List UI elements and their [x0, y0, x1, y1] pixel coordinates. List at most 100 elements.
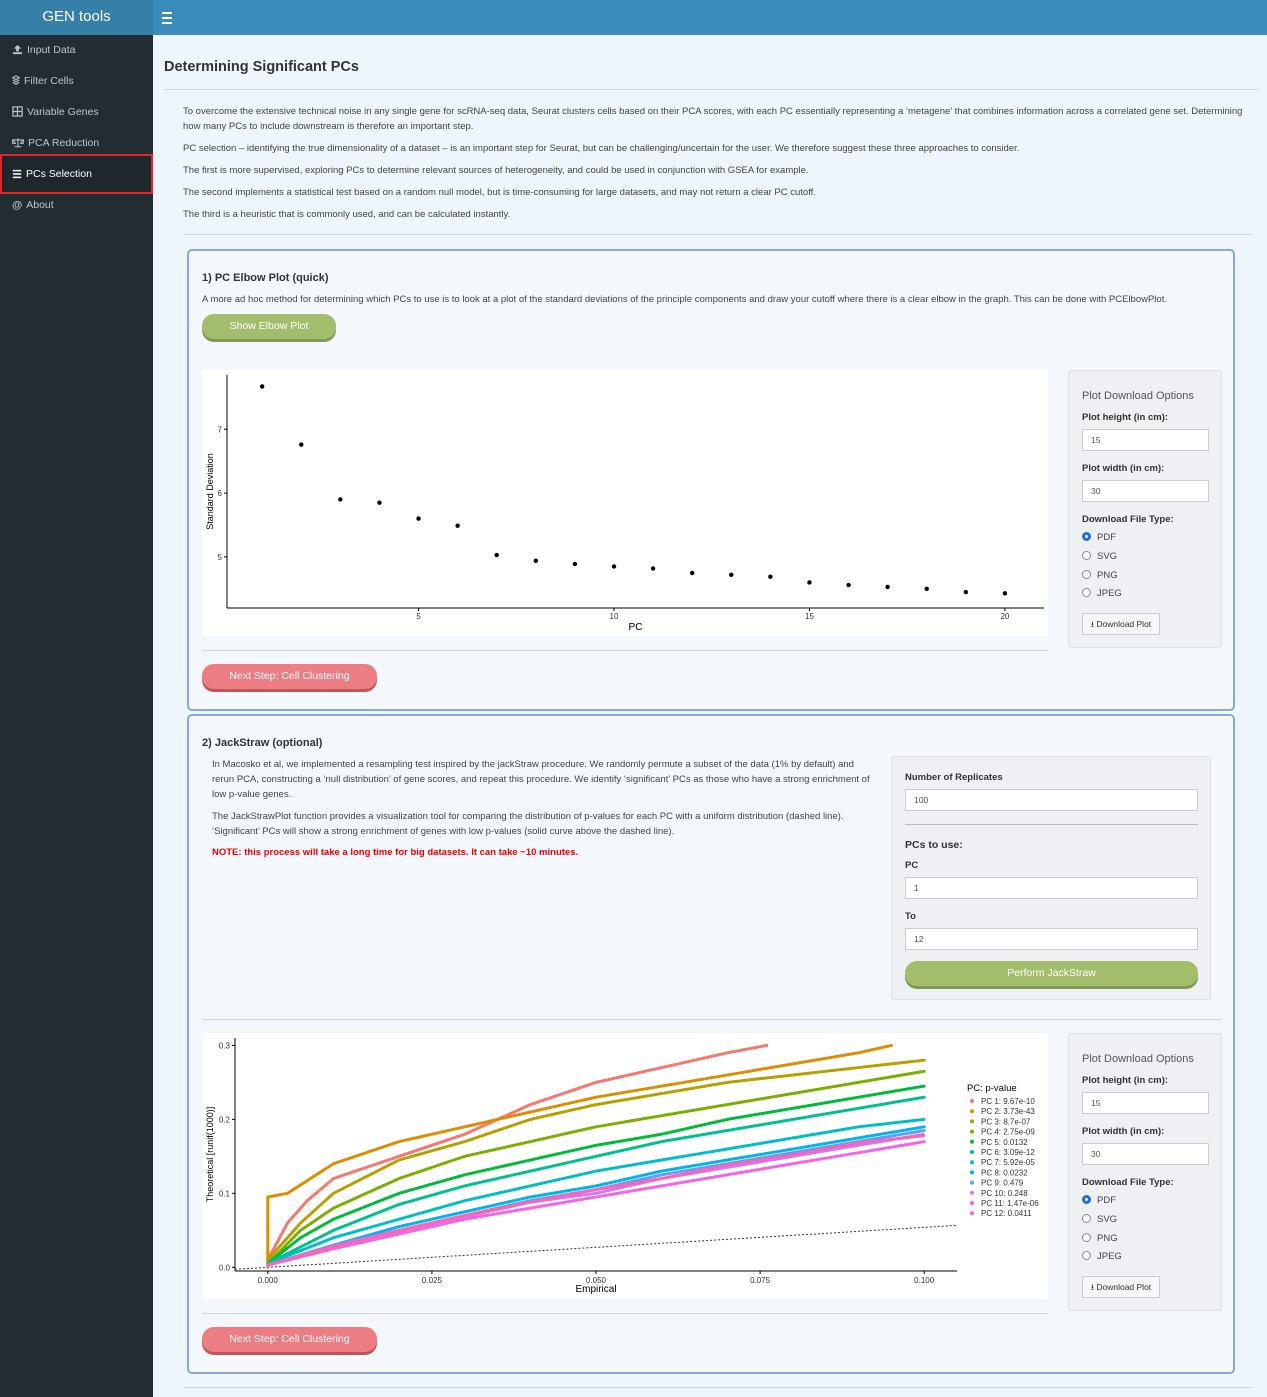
data-point — [650, 566, 656, 571]
sidebar-item-pca-reduction[interactable]: PCA Reduction — [0, 128, 153, 159]
legend-swatch — [970, 1139, 974, 1144]
file-type-jpeg-radio[interactable]: JPEG — [1082, 588, 1122, 599]
sidebar-item-label: About — [26, 199, 54, 211]
legend-swatch — [970, 1170, 974, 1175]
file-type-svg-radio[interactable]: SVG — [1082, 1214, 1117, 1225]
series-line — [266, 1058, 926, 1262]
divider — [183, 234, 1253, 235]
legend-entry: PC 9: 0.479 — [981, 1179, 1024, 1188]
file-type-png-radio[interactable]: PNG — [1082, 570, 1118, 581]
legend-entry: PC 12: 0.0411 — [981, 1209, 1032, 1218]
series-line — [266, 1140, 926, 1267]
balance-icon — [11, 138, 25, 148]
file-type-pdf-radio[interactable]: PDF — [1082, 532, 1116, 543]
sidebar-item-label: Input Data — [27, 44, 76, 56]
legend-swatch — [970, 1129, 974, 1134]
jackstraw-box: 2) JackStraw (optional) In Macosko et al… — [187, 714, 1235, 1374]
jackstraw-description: In Macosko et al, we implemented a resam… — [212, 759, 870, 800]
data-point — [611, 564, 617, 569]
legend-entry: PC 8: 0.0232 — [981, 1168, 1028, 1177]
data-point — [494, 552, 499, 558]
x-axis-label: Empirical — [575, 1284, 616, 1295]
pc-end-input[interactable]: 12 — [905, 928, 1198, 950]
jackstraw-chart: 0.000 0.025 0.050 0.075 0.100 0.0 0.1 0.2 0.3 Emp… — [205, 1038, 1039, 1295]
legend-swatch — [970, 1180, 974, 1185]
pcs-to-use-label: PCs to use: — [905, 839, 963, 851]
file-type-jpeg-radio[interactable]: JPEG — [1082, 1251, 1122, 1262]
replicates-input[interactable]: 100 — [905, 789, 1198, 811]
y-axis-label: Standard Deviation — [205, 453, 215, 530]
download-options-title: Plot Download Options — [1082, 1053, 1194, 1065]
perform-jackstraw-button[interactable]: Perform JackStraw — [905, 961, 1198, 986]
data-point — [807, 580, 812, 585]
y-tick-label: 0.0 — [219, 1263, 231, 1272]
jackstraw-plot-description: The JackStrawPlot function provides a vi… — [212, 811, 844, 837]
file-type-png-radio[interactable]: PNG — [1082, 1233, 1118, 1244]
jackstraw-title: 2) JackStraw (optional) — [202, 737, 323, 749]
download-plot-button[interactable]: ⭳ Download Plot — [1082, 1276, 1161, 1298]
series-line — [266, 1125, 926, 1267]
series-line — [266, 1117, 926, 1266]
plot-width-label: Plot width (in cm): — [1082, 1126, 1165, 1137]
sidebar-item-filter-cells[interactable]: Filter Cells — [0, 66, 153, 97]
x-tick-label: 15 — [805, 612, 814, 621]
data-point — [533, 558, 539, 563]
file-type-svg-radio[interactable]: SVG — [1082, 551, 1117, 562]
intro-paragraph: The first is more supervised, exploring … — [183, 165, 809, 176]
next-step-cell-clustering-button[interactable]: Next Step: Cell Clustering — [202, 1327, 377, 1352]
sidebar-item-input-data[interactable]: Input Data — [0, 35, 153, 66]
data-point — [729, 572, 734, 578]
list-icon — [12, 169, 22, 179]
plot-height-input[interactable]: 15 — [1082, 429, 1209, 451]
page-title: Determining Significant PCs — [164, 59, 359, 75]
jackstraw-options-panel: Number of Replicates 100 PCs to use: PC … — [891, 756, 1211, 1000]
download-plot-button[interactable]: ⭳ Download Plot — [1082, 613, 1161, 635]
layers-icon — [11, 75, 21, 85]
legend-entry: PC 2: 3.73e-43 — [981, 1107, 1035, 1116]
brand-logo[interactable]: GEN tools — [0, 0, 153, 35]
sidebar-item-variable-genes[interactable]: Variable Genes — [0, 97, 153, 128]
uniform-reference-line — [234, 1224, 958, 1270]
replicates-label: Number of Replicates — [905, 772, 1003, 783]
elbow-chart: 5 10 15 20 5 6 7 PC Standard Deviation — [205, 375, 1044, 633]
pc-start-input[interactable]: 1 — [905, 877, 1198, 899]
data-point — [377, 500, 382, 505]
show-elbow-plot-button[interactable]: Show Elbow Plot — [202, 314, 336, 339]
sidebar-toggle-icon[interactable] — [162, 9, 176, 25]
x-tick-label: 20 — [1000, 612, 1009, 621]
data-point — [1002, 591, 1008, 596]
data-point — [572, 561, 578, 567]
legend-entry: PC 4: 2.75e-09 — [981, 1128, 1035, 1137]
divider — [164, 89, 1259, 90]
series-line — [266, 1043, 769, 1262]
data-point — [924, 586, 929, 592]
legend-entry: PC 10: 0.248 — [981, 1189, 1028, 1198]
series-line — [266, 1084, 926, 1266]
next-step-cell-clustering-button[interactable]: Next Step: Cell Clustering — [202, 664, 377, 689]
sidebar-item-label: PCs Selection — [26, 168, 92, 180]
series-line — [266, 1043, 893, 1269]
sidebar-item-about[interactable]: @ About — [0, 190, 153, 221]
legend-swatch — [970, 1109, 974, 1114]
data-point — [689, 570, 695, 576]
data-point — [416, 516, 421, 521]
x-tick-label: 0.050 — [586, 1276, 607, 1285]
y-tick-label: 7 — [218, 425, 223, 434]
intro-paragraph: The second implements a statistical test… — [183, 187, 816, 198]
sidebar-item-label: PCA Reduction — [28, 137, 100, 149]
plot-width-input[interactable]: 30 — [1082, 1143, 1209, 1165]
series-line — [266, 1095, 926, 1266]
plot-height-label: Plot height (in cm): — [1082, 412, 1169, 423]
file-type-label: Download File Type: — [1082, 1177, 1174, 1188]
y-tick-label: 0.3 — [219, 1041, 231, 1050]
sidebar-item-pcs-selection[interactable]: PCs Selection — [0, 154, 153, 194]
legend-swatch — [970, 1150, 974, 1154]
divider — [183, 1387, 1253, 1388]
intro-paragraph: The third is a heuristic that is commonl… — [183, 209, 511, 220]
plot-height-input[interactable]: 15 — [1082, 1092, 1209, 1114]
x-tick-label: 5 — [416, 612, 421, 621]
file-type-pdf-radio[interactable]: PDF — [1082, 1195, 1116, 1206]
divider — [202, 1019, 1222, 1020]
x-tick-label: 0.100 — [914, 1276, 935, 1285]
plot-width-input[interactable]: 30 — [1082, 480, 1209, 502]
